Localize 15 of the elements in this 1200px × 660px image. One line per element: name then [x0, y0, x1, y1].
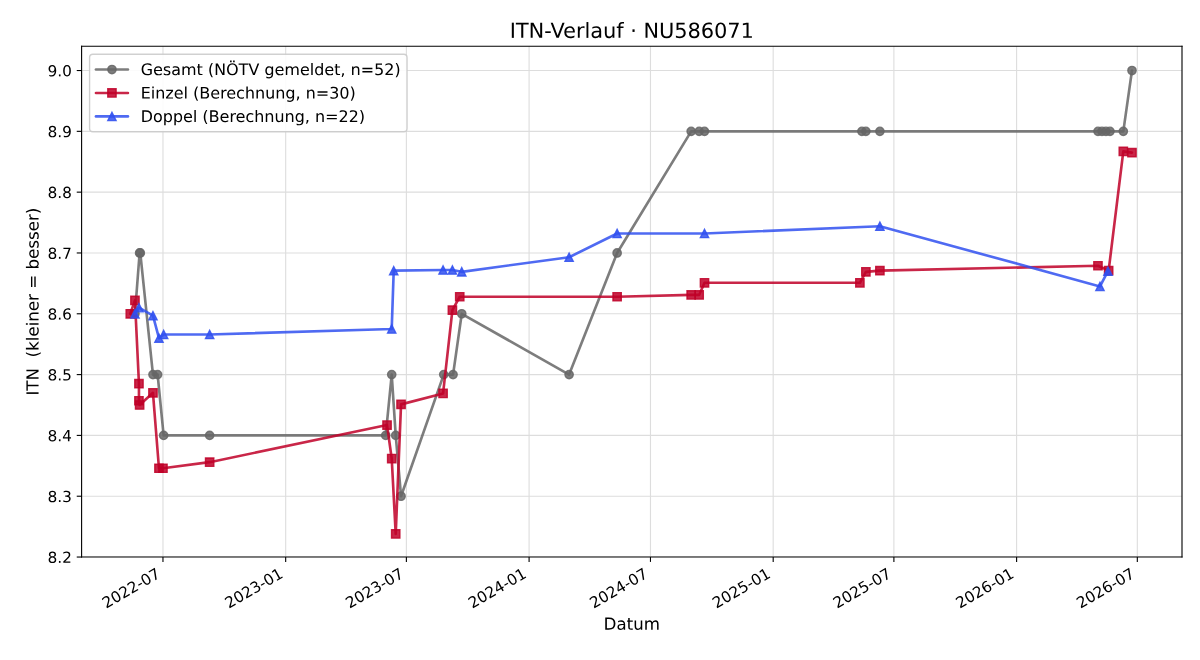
legend-label: Doppel (Berechnung, n=22) — [142, 109, 364, 126]
x-axis-title: Datum — [605, 617, 659, 630]
y-tick-label: 8.4 — [48, 429, 72, 442]
y-tick-label: 8.6 — [48, 308, 71, 320]
legend-label: Einzel (Berechnung, n=30) — [142, 86, 355, 102]
y-tick-label: 8.3 — [48, 490, 71, 503]
y-tick-label: 9.0 — [48, 64, 71, 77]
y-tick-label: 8.5 — [48, 369, 71, 381]
chart-title: ITN-Verlauf · NU586071 — [511, 22, 752, 39]
y-tick-label: 8.8 — [48, 186, 71, 199]
legend-label: Gesamt (NÖTV gemeldet, n=52) — [141, 60, 400, 79]
y-tick-label: 8.9 — [48, 125, 71, 138]
y-tick-label: 8.2 — [48, 551, 71, 564]
y-axis-title: ITN (kleiner = besser) — [25, 209, 41, 394]
y-tick-label: 8.7 — [48, 247, 71, 259]
